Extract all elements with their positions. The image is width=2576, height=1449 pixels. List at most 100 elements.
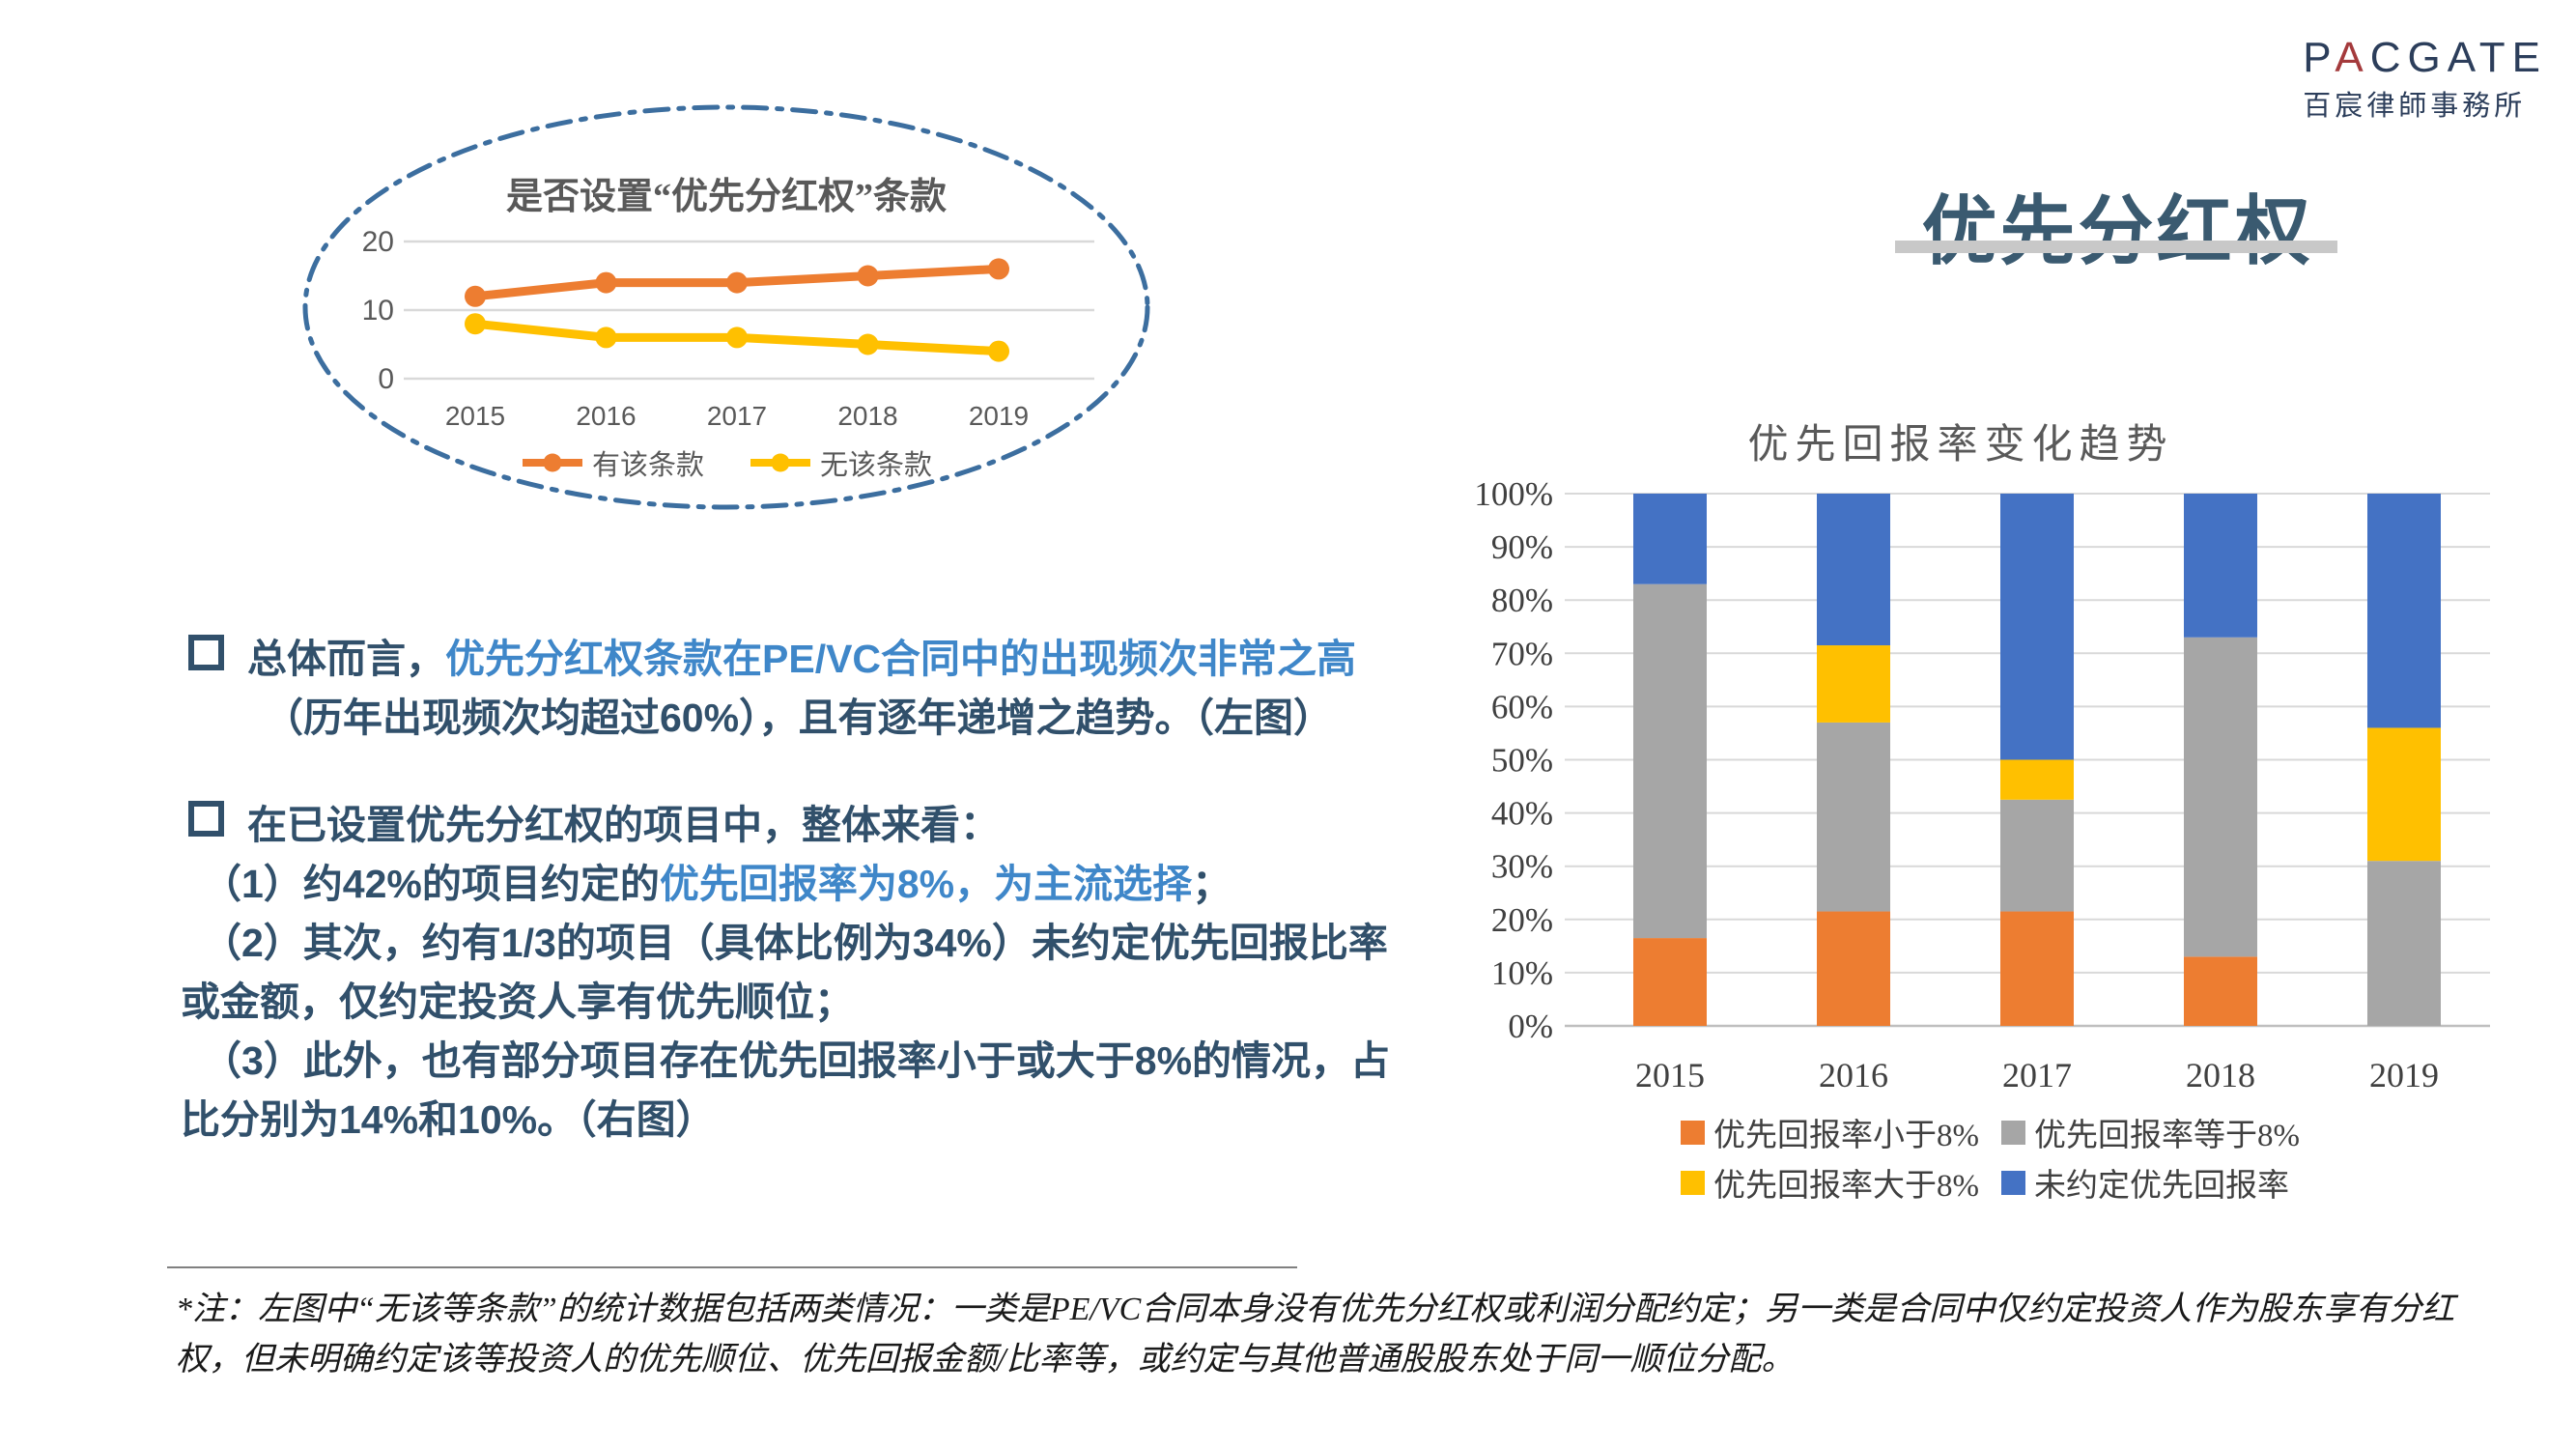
line-series-1-marker: [988, 340, 1009, 362]
text-line: （1）约42%的项目约定的优先回报率为8%，为主流选择；: [181, 855, 1436, 914]
legend-item: 优先回报率等于8%: [2001, 1109, 2300, 1155]
legend-item: 优先回报率大于8%: [1681, 1159, 2001, 1206]
line-chart-panel: 是否设置“优先分红权”条款 20 10 0 2015 2016 2017 2018 2019 …: [299, 102, 1153, 512]
footnote-line-1: *注：左图中“无该等条款”的统计数据包括两类情况：一类是PE/VC合同本身没有优…: [176, 1292, 2455, 1327]
bar-chart-panel: 优先回报率变化趋势 0% 10% 20% 30% 40% 50% 60% 70% 80% 90% 1…: [1430, 406, 2531, 1227]
legend-label: 优先回报率等于8%: [2034, 1119, 2300, 1153]
bar-segment-2019-s3: [2367, 494, 2441, 728]
logo-latin-text: PACGATE: [2303, 37, 2547, 79]
bar-chart-legend-row-1: 优先回报率小于8% 优先回报率等于8%: [1681, 1109, 2300, 1155]
bullet-square-icon: [188, 801, 224, 837]
bar-segment-2017-s0: [2000, 911, 2074, 1026]
bar-segment-2016-s0: [1817, 911, 1890, 1026]
highlight-run: 优先回报率为8%，为主流选择: [659, 862, 1193, 906]
bar-chart-ytick: 30%: [1491, 848, 1553, 886]
bar-chart-ytick: 90%: [1491, 528, 1553, 566]
text-line: 在已设置优先分红权的项目中，整体来看：: [181, 796, 1436, 855]
bar-chart-ytick: 80%: [1491, 582, 1553, 619]
text-run: （1）约42%的项目约定的: [202, 862, 660, 906]
legend-item: 未约定优先回报率: [2001, 1159, 2289, 1206]
text-run: 总体而言，: [247, 637, 445, 681]
text-run: （2）其次，约有1/3的项目（具体比例为34%）未约定优先回报比率: [202, 921, 1388, 965]
line-series-0-marker: [595, 271, 617, 294]
line-chart-title: 是否设置“优先分红权”条款: [505, 177, 947, 217]
bar-segment-2017-s3: [2000, 494, 2074, 760]
bar-segment-2015-s1: [1633, 583, 1707, 939]
company-logo: PACGATE 百宸律師事務所: [2303, 37, 2547, 124]
legend-swatch-icon: [2001, 1120, 2025, 1145]
bar-segment-2018-s1: [2184, 637, 2257, 957]
bar-segment-2016-s1: [1817, 722, 1890, 912]
bar-chart-xtick: 2019: [2369, 1056, 2439, 1094]
legend-label: 未约定优先回报率: [2034, 1169, 2289, 1204]
line-chart-legend: 有该条款 无该条款: [299, 442, 1153, 483]
bar-chart-ytick: 20%: [1491, 901, 1553, 939]
text-run: 或金额，仅约定投资人享有优先顺位；: [181, 980, 854, 1024]
line-chart-xtick: 2019: [969, 401, 1029, 431]
bar-segment-2015-s3: [1633, 494, 1707, 584]
text-run: （3）此外，也有部分项目存在优先回报率小于或大于8%的情况，占: [202, 1038, 1391, 1083]
line-series-1-marker: [726, 327, 748, 349]
bar-chart-xtick: 2017: [2002, 1056, 2072, 1094]
highlight-run: 优先分红权条款在PE/VC合同中的出现频次非常之高: [445, 637, 1357, 681]
line-chart-ytick: 20: [362, 226, 394, 258]
legend-label: 优先回报率大于8%: [1713, 1169, 1979, 1204]
legend-label: 无该条款: [820, 450, 933, 481]
text-run: （历年出现频次均超过60%），且有逐年递增之趋势。（左图）: [264, 696, 1334, 740]
bar-chart-legend-row-2: 优先回报率大于8% 未约定优先回报率: [1681, 1159, 2289, 1206]
text-run: 在已设置优先分红权的项目中，整体来看：: [247, 803, 1000, 847]
text-line: 总体而言，优先分红权条款在PE/VC合同中的出现频次非常之高: [181, 630, 1436, 689]
text-line: （3）此外，也有部分项目存在优先回报率小于或大于8%的情况，占: [181, 1032, 1436, 1091]
text-line: （历年出现频次均超过60%），且有逐年递增之趋势。（左图）: [181, 689, 1436, 748]
line-series-0-marker: [857, 265, 879, 287]
text-line: 比分别为14%和10%。（右图）: [181, 1091, 1436, 1150]
title-underline: [1895, 241, 2337, 253]
bar-chart-title: 优先回报率变化趋势: [1747, 423, 2174, 468]
footnote-line-2: 权，但未明确约定该等投资人的优先顺位、优先回报金额/比率等，或约定与其他普通股股…: [176, 1342, 1795, 1378]
bar-chart-ytick: 40%: [1491, 795, 1553, 833]
line-series-1-marker: [595, 327, 617, 349]
line-series-0-marker: [726, 271, 748, 294]
legend-item: 优先回报率小于8%: [1681, 1109, 2001, 1155]
line-series-0-marker: [465, 285, 486, 307]
bar-chart-ytick: 50%: [1491, 742, 1553, 780]
oval-dashed-border: [302, 104, 1150, 510]
line-chart-xtick: 2016: [576, 401, 636, 431]
logo-letter-pre: P: [2303, 34, 2335, 81]
bar-segment-2019-s2: [2367, 727, 2441, 862]
line-chart-ytick: 0: [378, 363, 394, 395]
bar-chart-xtick: 2016: [1819, 1056, 1888, 1094]
bar-segment-2015-s0: [1633, 938, 1707, 1026]
page-title: 优先分红权: [1921, 188, 2313, 274]
bar-chart-plot: 0% 10% 20% 30% 40% 50% 60% 70% 80% 90% 100% 2015 201…: [1474, 475, 2490, 1094]
line-chart-plot: 20 10 0 2015 2016 2017 2018 2019: [362, 226, 1094, 431]
text-line: 或金额，仅约定投资人享有优先顺位；: [181, 973, 1436, 1032]
footnote: *注：左图中“无该等条款”的统计数据包括两类情况：一类是PE/VC合同本身没有优…: [176, 1285, 2513, 1385]
bar-chart-ytick: 100%: [1474, 475, 1553, 513]
bullet-square-icon: [188, 635, 224, 670]
legend-label: 优先回报率小于8%: [1713, 1119, 1979, 1153]
line-chart-xtick: 2018: [837, 401, 897, 431]
line-chart-xtick: 2015: [445, 401, 505, 431]
summary-text-block: 总体而言，优先分红权条款在PE/VC合同中的出现频次非常之高 （历年出现频次均超过…: [181, 630, 1436, 1150]
bar-chart-ytick: 70%: [1491, 635, 1553, 672]
legend-swatch-icon: [2001, 1170, 2025, 1195]
bar-chart-ytick: 60%: [1491, 688, 1553, 725]
bar-chart-ytick: 10%: [1491, 954, 1553, 992]
legend-label: 有该条款: [591, 450, 704, 481]
bar-chart-xtick: 2018: [2186, 1056, 2255, 1094]
bar-segment-2017-s1: [2000, 799, 2074, 912]
bar-chart-xtick: 2015: [1635, 1056, 1705, 1094]
text-line: （2）其次，约有1/3的项目（具体比例为34%）未约定优先回报比率: [181, 914, 1436, 973]
legend-item: 无该条款: [749, 442, 932, 483]
legend-swatch-icon: [1681, 1120, 1705, 1145]
line-series-1-marker: [857, 333, 879, 355]
logo-letters-post: CGATE: [2369, 34, 2547, 81]
bar-segment-2019-s1: [2367, 861, 2441, 1026]
text-run: ；: [1192, 862, 1232, 906]
bar-segment-2016-s3: [1817, 494, 1890, 646]
bar-chart-ytick: 0%: [1508, 1008, 1553, 1045]
line-series-0-marker: [988, 258, 1009, 280]
bar-segment-2018-s3: [2184, 494, 2257, 638]
